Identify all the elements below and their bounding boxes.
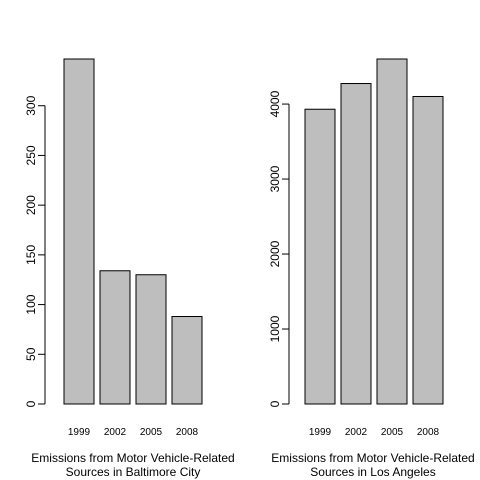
y-tick-label: 1000	[268, 315, 282, 342]
category-label-2008: 2008	[417, 427, 440, 438]
category-label-2002: 2002	[345, 427, 368, 438]
x-axis-label-line: Emissions from Motor Vehicle-Related	[31, 451, 234, 465]
category-label-2002: 2002	[104, 427, 127, 438]
y-tick-label: 200	[24, 195, 38, 215]
y-tick-label: 3000	[268, 165, 282, 192]
y-tick-label: 250	[24, 145, 38, 165]
x-axis-label-line: Emissions from Motor Vehicle-Related	[271, 451, 474, 465]
bar-1999	[304, 108, 336, 405]
category-label-2005: 2005	[381, 427, 404, 438]
y-tick-label: 4000	[268, 90, 282, 117]
x-axis-label-line: Sources in Baltimore City	[66, 465, 201, 479]
y-tick-label: 100	[24, 294, 38, 314]
bar-1999	[63, 58, 95, 405]
y-tick-label: 0	[24, 400, 38, 407]
category-label-1999: 1999	[309, 427, 332, 438]
category-label-1999: 1999	[68, 427, 91, 438]
bar-2005	[376, 58, 408, 405]
y-tick-label: 0	[268, 400, 282, 407]
bar-2002	[340, 83, 372, 405]
y-tick-label: 150	[24, 245, 38, 265]
x-axis-label-line: Sources in Los Angeles	[310, 465, 435, 479]
y-tick-label: 2000	[268, 240, 282, 267]
y-tick-label: 300	[24, 95, 38, 115]
bar-2008	[412, 95, 444, 405]
bar-2005	[135, 274, 167, 405]
y-tick-label: 50	[24, 347, 38, 361]
category-label-2005: 2005	[140, 427, 163, 438]
chart-los-angeles: 1999 2002 2005 2008 0 1000 2000 3000 4000 Emissio…	[268, 58, 475, 479]
chart-baltimore: 1999 2002 2005 2008 0 50 100 150 200 250 300 Emissi…	[24, 58, 235, 479]
category-label-2008: 2008	[176, 427, 199, 438]
bar-2002	[99, 270, 131, 405]
bar-2008	[171, 316, 203, 405]
